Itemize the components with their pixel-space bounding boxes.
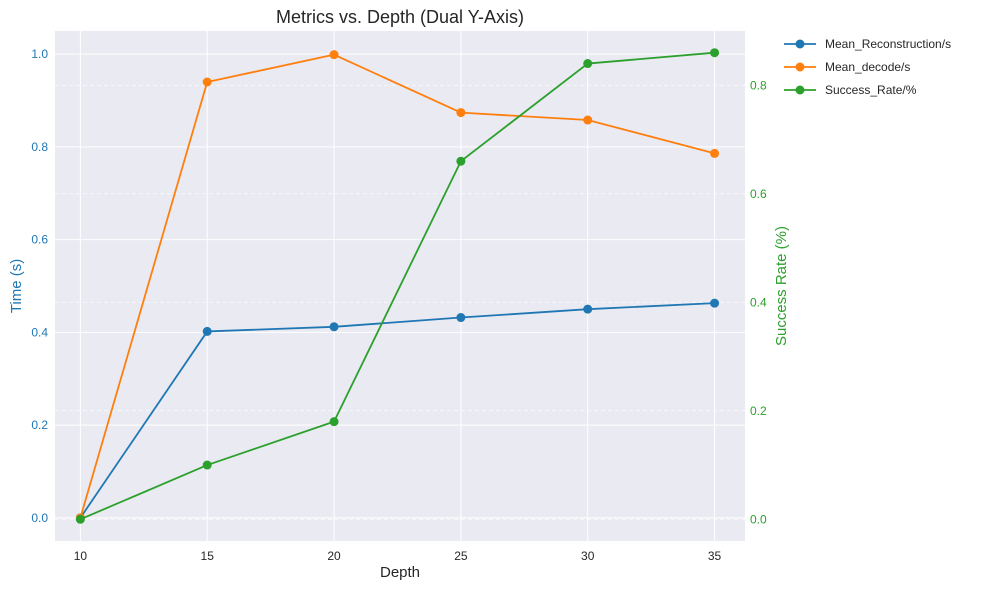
grid-lines xyxy=(55,31,745,541)
legend-marker xyxy=(795,62,805,72)
chart-title: Metrics vs. Depth (Dual Y-Axis) xyxy=(276,7,524,27)
series-line-1 xyxy=(79,302,715,519)
x-tick-label: 35 xyxy=(708,549,722,563)
y-left-tick-label: 0.8 xyxy=(31,140,48,154)
y-left-tick-label: 0.2 xyxy=(31,418,48,432)
legend-label: Success_Rate/% xyxy=(825,83,917,97)
data-point xyxy=(456,156,466,166)
data-point xyxy=(583,115,593,125)
x-axis-label: Depth xyxy=(380,564,420,581)
x-tick-label: 30 xyxy=(581,549,595,563)
x-tick-label: 15 xyxy=(201,549,215,563)
data-point xyxy=(329,50,339,60)
y-right-tick-label: 0.8 xyxy=(750,78,767,92)
series-line-3 xyxy=(80,51,715,521)
data-point xyxy=(583,59,593,69)
y-right-tick-label: 0.4 xyxy=(750,295,767,309)
y-left-tick-label: 0.4 xyxy=(31,325,48,339)
y-right-tick-label: 0.6 xyxy=(750,187,767,201)
y-right-tick-label: 0.0 xyxy=(750,512,767,526)
data-point xyxy=(329,417,339,427)
series-line-2 xyxy=(79,53,715,519)
data-point xyxy=(329,322,339,332)
y-axis-right-label: Success Rate (%) xyxy=(773,226,790,346)
x-tick-label: 10 xyxy=(74,549,88,563)
y-axis-left-label: Time (s) xyxy=(8,259,25,313)
data-point xyxy=(456,108,466,118)
legend-marker xyxy=(795,85,805,95)
x-tick-label: 25 xyxy=(454,549,468,563)
data-point xyxy=(710,48,720,58)
data-point xyxy=(583,304,593,314)
legend: Mean_Reconstruction/s Mean_decode/s Succes… xyxy=(784,37,951,97)
x-tick-label: 20 xyxy=(327,549,341,563)
data-point xyxy=(75,514,85,524)
data-point xyxy=(202,77,212,87)
data-point xyxy=(710,298,720,308)
data-point xyxy=(456,313,466,323)
legend-marker xyxy=(795,39,805,49)
legend-label: Mean_decode/s xyxy=(825,60,910,74)
axes-layer: 10 15 20 25 30 35 0.0 0.2 0.4 0.6 0.8 1.0 0.0 0.2 0.4 0… xyxy=(31,47,767,563)
legend-label: Mean_Reconstruction/s xyxy=(825,37,951,51)
y-left-tick-label: 0.6 xyxy=(31,233,48,247)
data-point xyxy=(202,326,212,336)
y-left-tick-label: 1.0 xyxy=(31,47,48,61)
series-layer xyxy=(75,48,720,524)
data-point xyxy=(710,148,720,158)
data-point xyxy=(202,460,212,470)
y-left-tick-label: 0.0 xyxy=(31,511,48,525)
y-right-tick-label: 0.2 xyxy=(750,404,767,418)
